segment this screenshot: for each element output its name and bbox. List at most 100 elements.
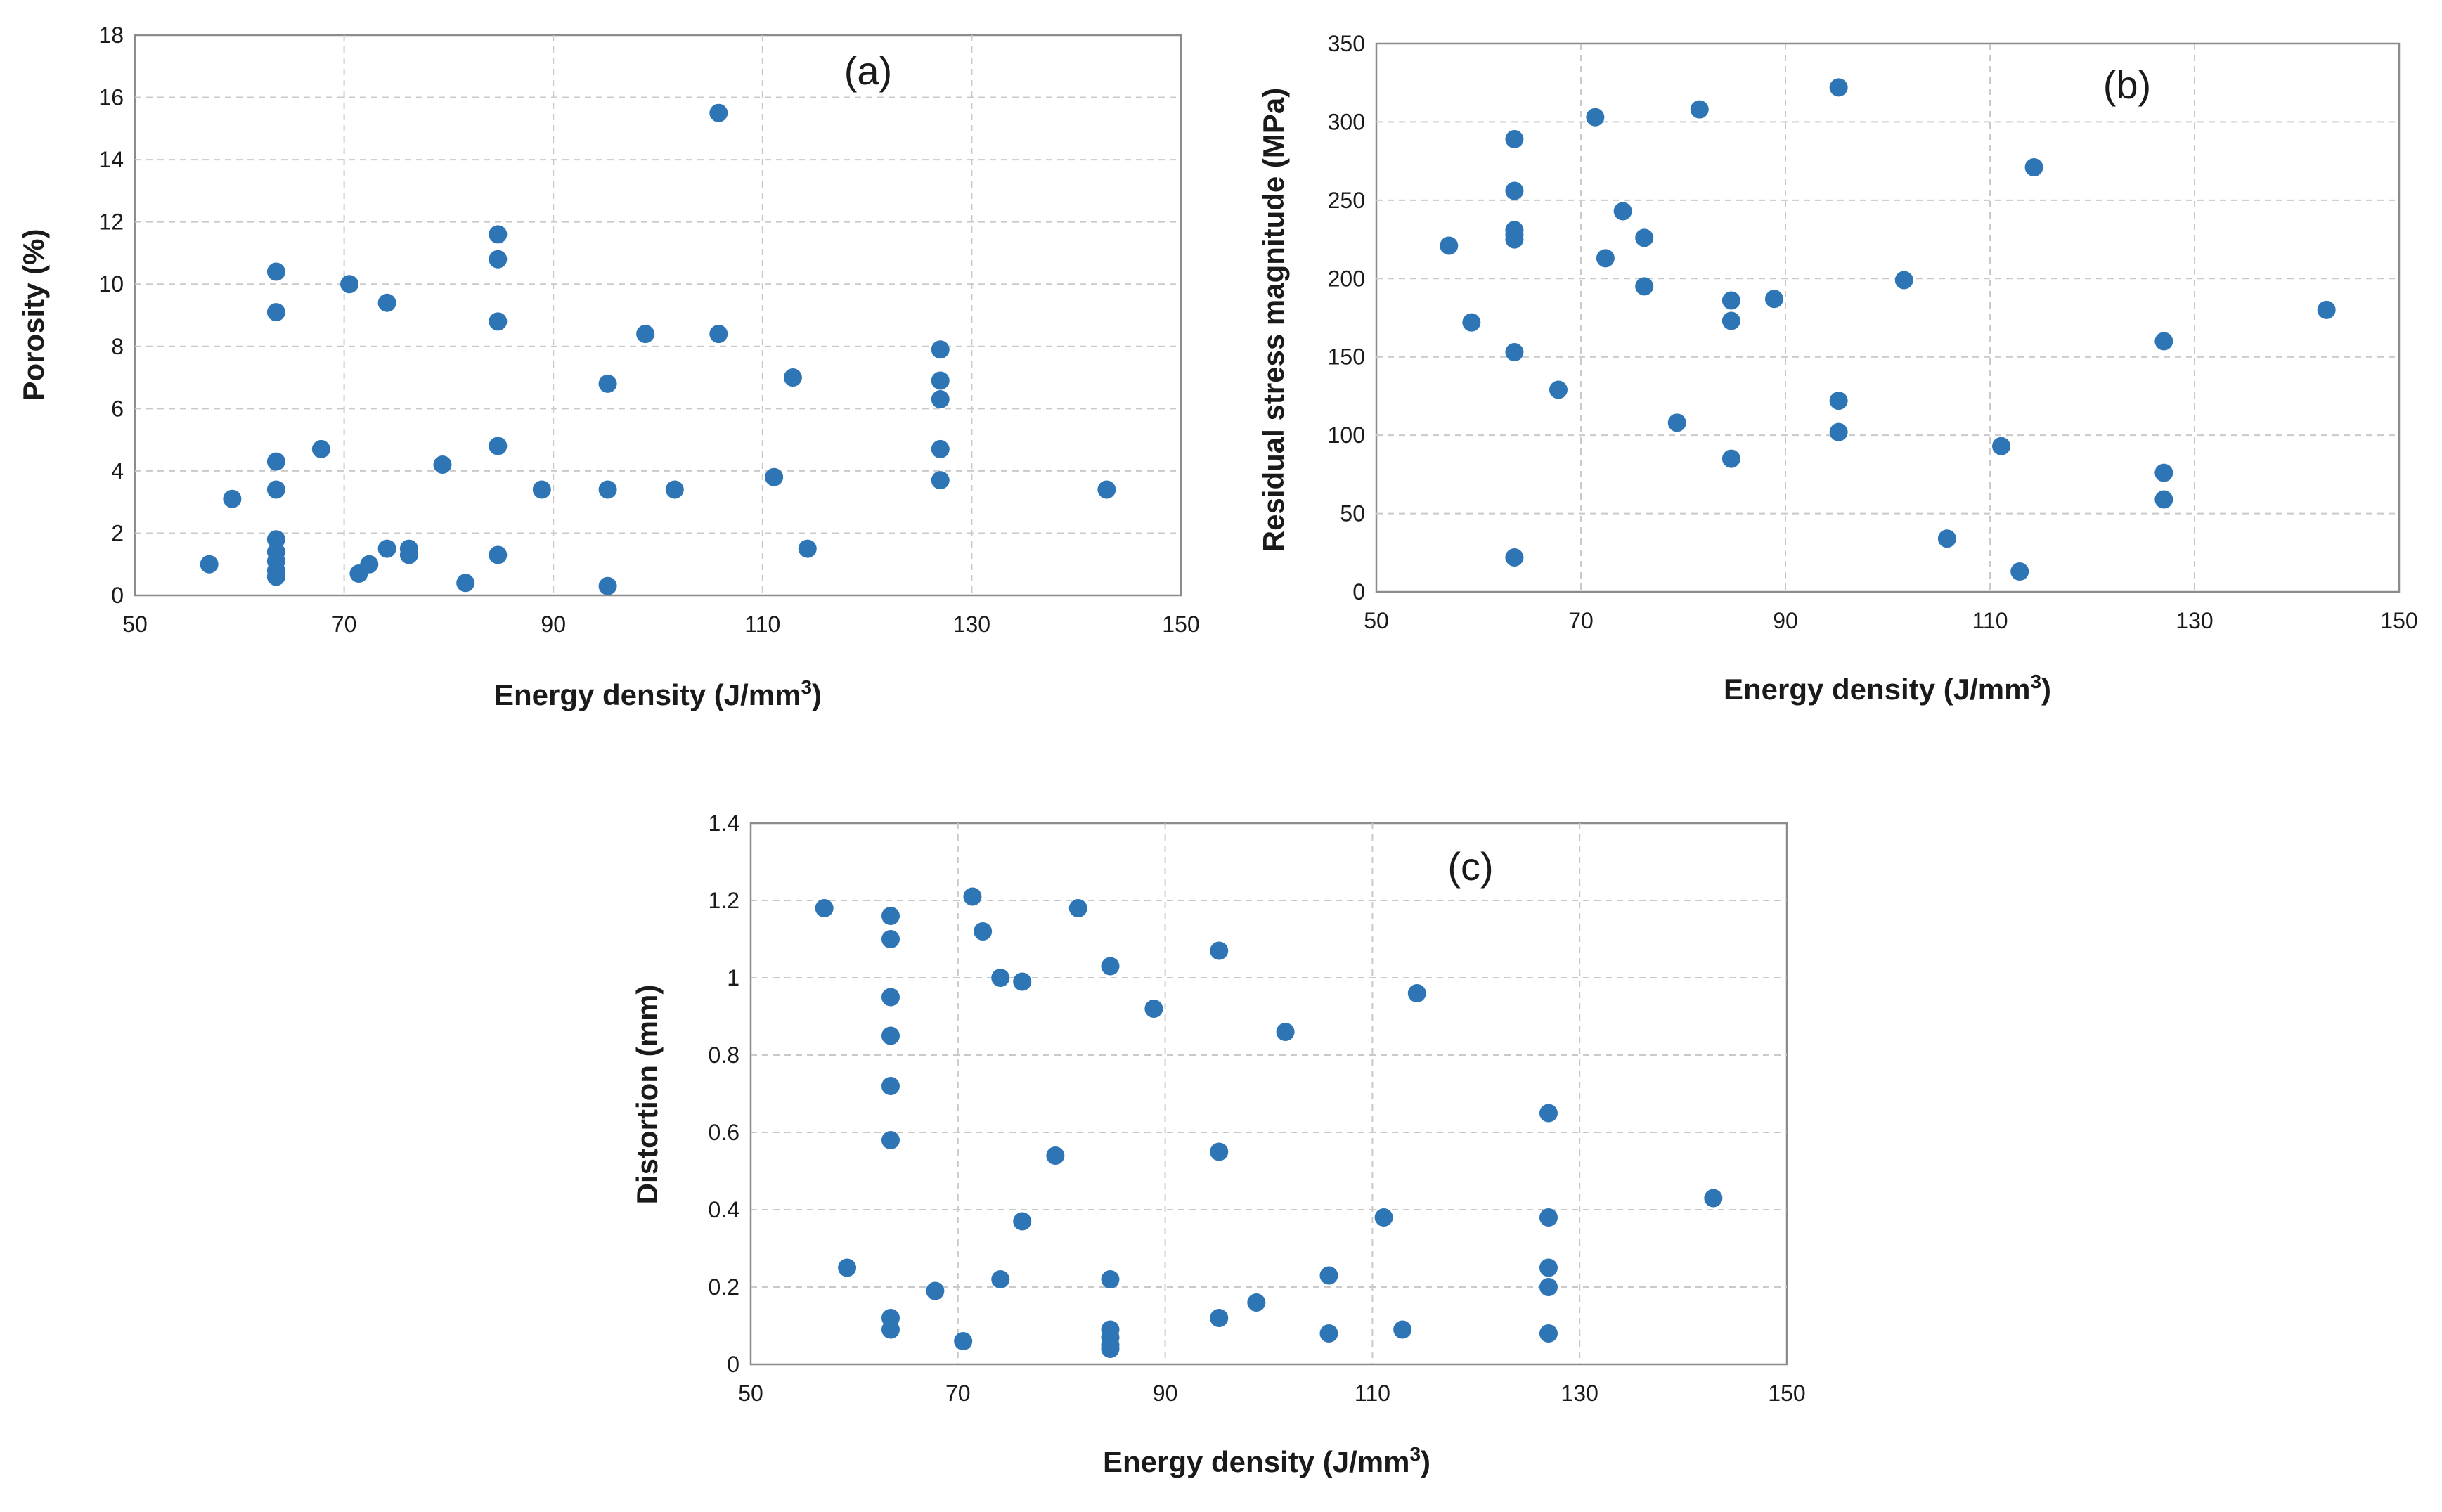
y-tick-label: 0 — [1352, 579, 1365, 605]
x-tick-label: 50 — [738, 1381, 763, 1406]
data-point — [2010, 562, 2029, 581]
data-point — [598, 480, 617, 499]
y-tick-label: 200 — [1328, 266, 1365, 291]
panel-label: (c) — [1447, 844, 1493, 889]
x-tick-label: 70 — [945, 1381, 971, 1406]
distortion-chart: 0 0.2 0.4 0.6 0.8 1 1.2 1.4 50 70 90 110 130 150 (c)… — [631, 810, 1806, 1478]
data-point — [1721, 449, 1740, 468]
data-point — [1539, 1278, 1558, 1296]
data-point — [1937, 529, 1956, 548]
data-point — [266, 480, 285, 499]
data-point — [1097, 480, 1116, 499]
data-point — [1829, 392, 1848, 411]
data-point — [399, 545, 418, 564]
y-tick-label: 0 — [727, 1352, 739, 1377]
data-point — [266, 262, 285, 281]
x-tick-label: 130 — [1561, 1381, 1598, 1406]
y-tick-label: 10 — [98, 271, 124, 297]
data-point — [266, 303, 285, 322]
data-point — [360, 555, 379, 574]
data-point — [2024, 158, 2043, 177]
y-tick-labels: 0 50 100 150 200 250 300 350 — [1328, 31, 1365, 605]
data-point — [1319, 1266, 1338, 1285]
y-tick-label: 6 — [111, 396, 124, 421]
data-points — [815, 887, 1723, 1358]
data-point — [2317, 300, 2336, 319]
y-tick-label: 0.4 — [709, 1197, 739, 1222]
x-tick-label: 90 — [1153, 1381, 1178, 1406]
data-point — [1505, 181, 1524, 200]
x-tick-label: 110 — [1355, 1381, 1390, 1406]
data-point — [991, 969, 1010, 987]
data-point — [881, 1077, 900, 1095]
data-point — [783, 368, 802, 387]
y-tick-label: 1.4 — [709, 810, 739, 836]
y-axis-title: Residual stress magnitude (MPa) — [1257, 88, 1290, 553]
data-point — [1829, 78, 1848, 97]
y-tick-label: 14 — [98, 147, 124, 172]
data-point — [1144, 1000, 1163, 1018]
y-tick-label: 150 — [1328, 344, 1365, 370]
data-point — [433, 455, 452, 474]
x-tick-label: 70 — [332, 612, 357, 637]
data-point — [1247, 1293, 1266, 1312]
data-point — [931, 340, 950, 359]
data-point — [200, 555, 219, 574]
data-point — [1505, 129, 1524, 148]
y-tick-label: 0 — [111, 583, 124, 608]
data-point — [765, 467, 784, 486]
data-point — [1101, 1340, 1120, 1358]
data-point — [1210, 941, 1229, 960]
x-tick-label: 130 — [2176, 608, 2213, 633]
y-tick-label: 8 — [111, 334, 124, 359]
y-tick-label: 0.8 — [709, 1042, 739, 1068]
x-tick-label: 90 — [541, 612, 566, 637]
data-point — [1046, 1146, 1065, 1165]
data-point — [954, 1332, 973, 1350]
data-point — [709, 325, 728, 344]
x-axis-title: Energy density (J/mm3) — [494, 676, 822, 711]
data-point — [598, 374, 617, 393]
x-tick-label: 70 — [1568, 608, 1594, 633]
data-point — [1505, 548, 1524, 567]
data-point — [377, 293, 396, 312]
y-tick-label: 16 — [98, 85, 124, 110]
data-point — [1101, 1270, 1120, 1288]
x-tick-label: 110 — [744, 612, 780, 637]
data-point — [881, 930, 900, 948]
data-point — [1505, 230, 1524, 249]
data-point — [1613, 202, 1632, 221]
data-point — [1505, 343, 1524, 362]
data-point — [532, 480, 551, 499]
y-tick-label: 4 — [111, 458, 124, 484]
data-point — [489, 312, 508, 331]
data-point — [1549, 380, 1568, 399]
y-tick-label: 1.2 — [709, 888, 739, 913]
x-axis-title-superscript: 3 — [801, 676, 812, 698]
data-point — [931, 371, 950, 390]
data-point — [1704, 1189, 1723, 1208]
data-point — [931, 390, 950, 409]
panel-label: (b) — [2103, 63, 2151, 107]
data-point — [1539, 1324, 1558, 1343]
data-point — [1210, 1142, 1229, 1161]
y-tick-label: 12 — [98, 209, 124, 235]
data-point — [311, 439, 330, 458]
y-tick-label: 0.6 — [709, 1120, 739, 1145]
data-point — [489, 250, 508, 269]
x-tick-label: 110 — [1972, 608, 2008, 633]
x-axis-title-superscript: 3 — [1409, 1443, 1421, 1465]
data-point — [1068, 899, 1087, 917]
data-point — [881, 1320, 900, 1339]
data-point — [881, 1026, 900, 1045]
y-tick-label: 50 — [1340, 501, 1365, 526]
porosity-chart: 0 2 4 6 8 10 12 14 16 18 50 70 90 110 130 150 (a) Ener… — [17, 22, 1200, 711]
data-point — [2154, 490, 2173, 509]
data-point — [1013, 1212, 1032, 1231]
data-points — [200, 103, 1116, 595]
data-point — [456, 574, 475, 593]
panel-label: (a) — [844, 49, 892, 93]
data-point — [881, 907, 900, 925]
data-point — [1690, 100, 1709, 119]
